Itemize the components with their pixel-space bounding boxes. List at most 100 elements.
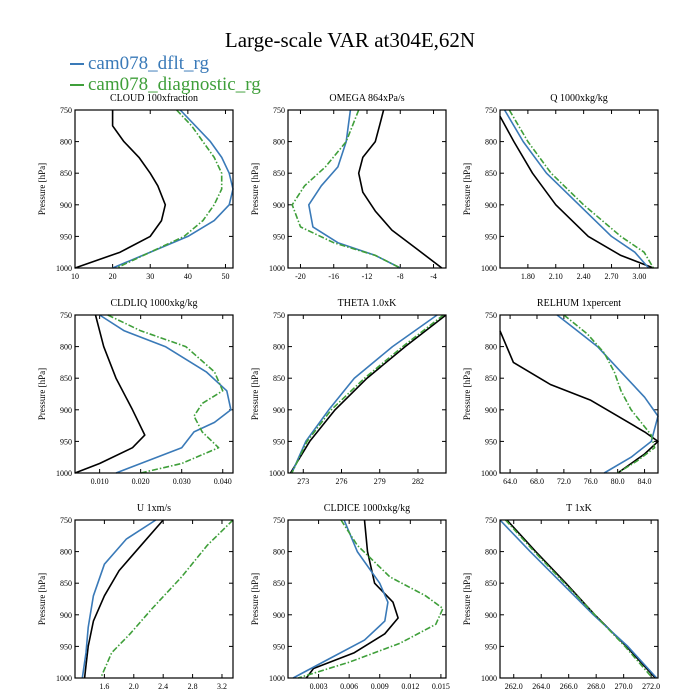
y-tick-label: 950 <box>60 437 72 446</box>
x-tick-label: 279 <box>374 477 386 486</box>
series-line <box>508 109 655 269</box>
y-tick-label: 900 <box>60 611 72 620</box>
x-tick-label: 3.00 <box>632 272 646 281</box>
x-tick-label: 1.6 <box>99 682 109 691</box>
series-line <box>291 109 401 269</box>
y-tick-label: 1000 <box>269 674 285 683</box>
x-tick-label: 0.006 <box>340 682 358 691</box>
x-tick-label: -4 <box>430 272 437 281</box>
y-tick-label: 900 <box>485 406 497 415</box>
y-tick-label: 750 <box>60 106 72 115</box>
y-tick-label: 1000 <box>56 469 72 478</box>
series-line <box>556 314 659 474</box>
panel-title: T 1xK <box>566 503 592 514</box>
y-tick-label: 850 <box>60 579 72 588</box>
panel-7: CLDICE 1000xkg/kg Pressure [hPa] 750 800 850… <box>250 503 450 691</box>
x-tick-label: 40 <box>184 272 192 281</box>
x-tick-label: 10 <box>71 272 79 281</box>
series-line <box>563 314 656 474</box>
x-tick-label: -16 <box>328 272 339 281</box>
plot-frame <box>74 109 234 269</box>
series-line <box>504 519 654 679</box>
series-line <box>112 109 234 269</box>
plot-frame <box>499 519 659 679</box>
x-tick-label: -20 <box>295 272 306 281</box>
y-tick-label: 1000 <box>269 469 285 478</box>
y-tick-label: 950 <box>485 642 497 651</box>
panel-8: T 1xK Pressure [hPa] 750 800 850 900 950 1000 26… <box>462 503 660 691</box>
y-tick-label: 800 <box>485 548 497 557</box>
x-tick-label: 272.0 <box>642 682 660 691</box>
series-line <box>305 519 399 679</box>
y-tick-label: 850 <box>60 169 72 178</box>
series-line <box>307 109 401 269</box>
legend-label-dflt: cam078_dflt_rg <box>88 53 210 74</box>
panel-4: THETA 1.0xK Pressure [hPa] 750 800 850 900 950… <box>250 298 447 486</box>
x-tick-label: 273 <box>297 477 309 486</box>
x-tick-label: 276 <box>336 477 348 486</box>
series-line <box>74 110 167 269</box>
y-tick-label: 850 <box>485 579 497 588</box>
x-tick-label: 266.0 <box>560 682 578 691</box>
x-tick-label: 64.0 <box>503 477 517 486</box>
legend-label-diagnostic: cam078_diagnostic_rg <box>88 74 261 95</box>
y-tick-label: 750 <box>273 516 285 525</box>
y-axis-label: Pressure [hPa] <box>462 163 472 215</box>
y-tick-label: 850 <box>60 374 72 383</box>
panel-title: U 1xm/s <box>137 503 171 514</box>
y-tick-label: 850 <box>273 374 285 383</box>
series-line <box>499 519 658 679</box>
panel-title: RELHUM 1xpercent <box>537 298 621 309</box>
y-tick-label: 800 <box>273 548 285 557</box>
y-tick-label: 750 <box>273 106 285 115</box>
y-tick-label: 950 <box>485 232 497 241</box>
y-tick-label: 800 <box>60 548 72 557</box>
x-tick-label: 0.003 <box>310 682 328 691</box>
series-line <box>499 330 659 474</box>
panel-title: CLDLIQ 1000xkg/kg <box>111 298 198 309</box>
panel-5: RELHUM 1xpercent Pressure [hPa] 750 800 850 9… <box>462 298 659 486</box>
panel-3: CLDLIQ 1000xkg/kg Pressure [hPa] 750 800 850… <box>37 298 234 486</box>
y-tick-label: 850 <box>485 374 497 383</box>
series-line <box>503 109 650 269</box>
y-axis-label: Pressure [hPa] <box>250 573 260 625</box>
y-tick-label: 1000 <box>481 469 497 478</box>
panel-title: OMEGA 864xPa/s <box>329 93 404 104</box>
y-tick-label: 750 <box>485 106 497 115</box>
x-tick-label: 20 <box>109 272 117 281</box>
y-tick-label: 750 <box>60 311 72 320</box>
x-tick-label: 3.2 <box>217 682 227 691</box>
panel-title: CLOUD 100xfraction <box>110 93 198 104</box>
x-tick-label: 0.009 <box>371 682 389 691</box>
x-tick-label: 0.020 <box>132 477 150 486</box>
y-tick-label: 850 <box>485 169 497 178</box>
y-tick-label: 950 <box>60 232 72 241</box>
series-line <box>74 314 146 474</box>
y-tick-label: 950 <box>60 642 72 651</box>
plot-frame <box>499 109 659 269</box>
plot-frame <box>287 519 447 679</box>
x-tick-label: 1.80 <box>521 272 535 281</box>
series-line <box>357 109 443 269</box>
series-line <box>291 314 444 474</box>
y-axis-label: Pressure [hPa] <box>250 163 260 215</box>
legend-item-dflt: cam078_dflt_rg <box>70 53 209 75</box>
x-tick-label: 282 <box>412 477 424 486</box>
y-tick-label: 900 <box>485 201 497 210</box>
x-tick-label: 0.040 <box>214 477 232 486</box>
series-line <box>81 519 157 679</box>
x-tick-label: 68.0 <box>530 477 544 486</box>
page-title: Large-scale VAR at304E,62N <box>224 28 476 52</box>
y-axis-label: Pressure [hPa] <box>250 368 260 420</box>
y-tick-label: 750 <box>485 311 497 320</box>
series-line <box>291 314 438 474</box>
series-line <box>289 314 447 474</box>
y-tick-label: 1000 <box>56 674 72 683</box>
x-tick-label: 72.0 <box>557 477 571 486</box>
y-tick-label: 750 <box>60 516 72 525</box>
y-axis-label: Pressure [hPa] <box>37 573 47 625</box>
x-tick-label: 0.010 <box>91 477 109 486</box>
y-tick-label: 950 <box>273 642 285 651</box>
series-line <box>297 519 444 679</box>
